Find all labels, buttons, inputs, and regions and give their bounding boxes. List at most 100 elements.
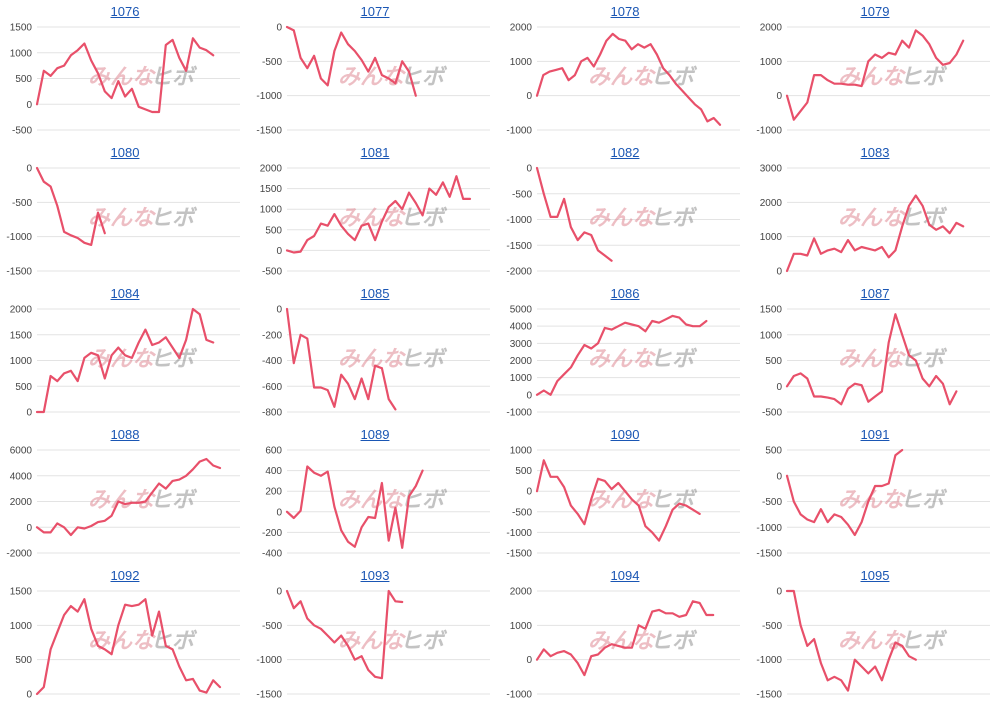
series-line — [535, 32, 722, 126]
y-tick-label: -1000 — [506, 408, 532, 419]
chart-title-link[interactable]: 1088 — [110, 427, 140, 442]
y-tick-label: 0 — [526, 91, 532, 102]
y-tick-label: 500 — [765, 446, 782, 457]
y-tick-label: -1000 — [756, 126, 782, 137]
y-tick-label: 2000 — [510, 23, 533, 34]
chart-panel: 1076 -500 0 500 1000 1500 みんな ヒボ — [0, 0, 250, 141]
y-tick-label: 0 — [776, 267, 782, 278]
series-line — [535, 600, 715, 677]
y-tick-label: 3000 — [760, 164, 783, 175]
chart-title-link[interactable]: 1093 — [360, 568, 390, 583]
y-tick-label: -500 — [512, 507, 532, 518]
y-tick-label: 0 — [526, 390, 532, 401]
watermark-text: ヒボ — [650, 206, 698, 231]
y-tick-label: 2000 — [510, 356, 533, 367]
series-line — [285, 465, 424, 549]
series-line — [535, 459, 701, 542]
series-line — [785, 194, 965, 273]
y-tick-label: 0 — [776, 587, 782, 598]
chart-panel: 1079 -1000 0 1000 2000 みんな ヒボ — [750, 0, 1000, 141]
y-tick-label: 1500 — [10, 330, 33, 341]
chart-title-link[interactable]: 1089 — [360, 427, 390, 442]
chart-title-link[interactable]: 1095 — [860, 568, 890, 583]
chart-title-link[interactable]: 1076 — [110, 4, 140, 19]
watermark-text: みんな — [88, 65, 156, 90]
y-tick-label: 0 — [26, 164, 32, 175]
chart-title-link[interactable]: 1077 — [360, 4, 390, 19]
y-tick-label: 0 — [26, 690, 32, 701]
chart-title-link[interactable]: 1080 — [110, 145, 140, 160]
y-tick-label: 0 — [776, 91, 782, 102]
y-tick-label: 1000 — [260, 205, 283, 216]
chart-panel: 1092 0 500 1000 1500 みんな ヒボ — [0, 564, 250, 705]
chart-title-link[interactable]: 1083 — [860, 145, 890, 160]
y-tick-label: 2000 — [510, 587, 533, 598]
y-tick-label: -1500 — [256, 126, 282, 137]
y-tick-label: -1000 — [256, 91, 282, 102]
chart-title-link[interactable]: 1081 — [360, 145, 390, 160]
chart-panel: 1094 -1000 0 1000 2000 みんな ヒボ — [500, 564, 750, 705]
y-tick-label: 1000 — [510, 373, 533, 384]
chart-panel: 1087 -500 0 500 1000 1500 みんな ヒボ — [750, 282, 1000, 423]
chart-title-link[interactable]: 1085 — [360, 286, 390, 301]
watermark-text: ヒボ — [650, 629, 698, 654]
chart-title-link[interactable]: 1090 — [610, 427, 640, 442]
y-tick-label: -500 — [12, 198, 32, 209]
watermark-text: ヒボ — [900, 65, 948, 90]
watermark-text: みんな — [838, 206, 906, 231]
series-line — [285, 25, 417, 97]
y-tick-label: -500 — [512, 189, 532, 200]
watermark-text: みんな — [588, 65, 656, 90]
watermark-text: みんな — [838, 629, 906, 654]
chart-title-link[interactable]: 1079 — [860, 4, 890, 19]
chart-panel: 1085 -800 -600 -400 -200 0 みんな ヒボ — [250, 282, 500, 423]
chart-panel: 1077 -1500 -1000 -500 0 みんな ヒボ — [250, 0, 500, 141]
y-tick-label: 4000 — [10, 471, 33, 482]
y-tick-label: 1000 — [10, 621, 33, 632]
chart-title-link[interactable]: 1091 — [860, 427, 890, 442]
chart-title-link[interactable]: 1086 — [610, 286, 640, 301]
y-tick-label: -600 — [262, 382, 282, 393]
y-tick-label: 2000 — [760, 198, 783, 209]
y-tick-label: 500 — [515, 466, 532, 477]
watermark-text: ヒボ — [150, 65, 198, 90]
watermark-text: ヒボ — [150, 629, 198, 654]
chart-title-link[interactable]: 1094 — [610, 568, 640, 583]
series-line — [285, 175, 472, 254]
y-tick-label: -1500 — [6, 267, 32, 278]
chart-title-link[interactable]: 1078 — [610, 4, 640, 19]
y-tick-label: -1000 — [756, 655, 782, 666]
y-tick-label: -500 — [262, 621, 282, 632]
y-tick-label: 0 — [276, 23, 282, 34]
chart-title-link[interactable]: 1082 — [610, 145, 640, 160]
chart-panel: 1084 0 500 1000 1500 2000 みんな ヒボ — [0, 282, 250, 423]
watermark-text: ヒボ — [650, 65, 698, 90]
chart-title-link[interactable]: 1087 — [860, 286, 890, 301]
chart-panel: 1088 -2000 0 2000 4000 6000 みんな ヒボ — [0, 423, 250, 564]
y-tick-label: 0 — [26, 408, 32, 419]
y-tick-label: 4000 — [510, 322, 533, 333]
chart-title-link[interactable]: 1084 — [110, 286, 140, 301]
y-tick-label: 600 — [265, 446, 282, 457]
watermark-text: みんな — [588, 206, 656, 231]
chart-title-link[interactable]: 1092 — [110, 568, 140, 583]
watermark-text: みんな — [588, 629, 656, 654]
series-line — [785, 29, 965, 121]
y-tick-label: 400 — [265, 466, 282, 477]
